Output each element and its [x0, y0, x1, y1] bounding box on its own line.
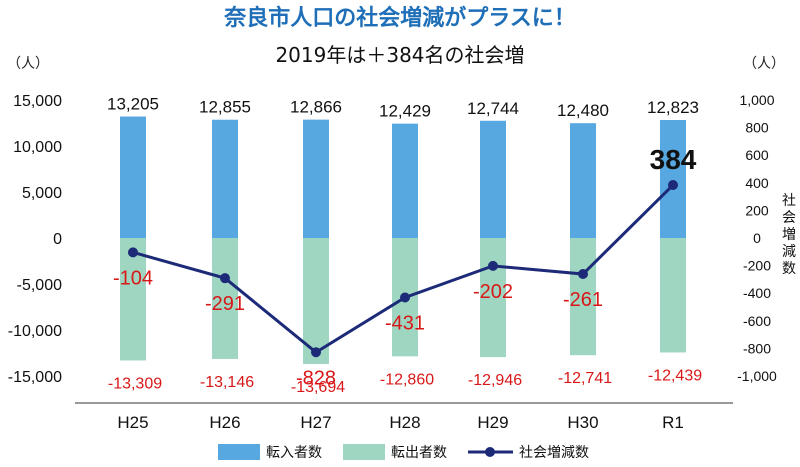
right-tick-label: 200: [745, 202, 769, 218]
category-label: H29: [477, 413, 508, 432]
left-tick-label: -5,000: [17, 277, 62, 294]
right-axis-title-char: 増: [782, 227, 796, 243]
left-tick-label: -15,000: [8, 369, 62, 386]
left-tick-label: 0: [53, 231, 62, 248]
net-change-data-label: -431: [385, 312, 425, 334]
net-change-point: [220, 273, 230, 284]
left-tick-label: 10,000: [13, 139, 62, 156]
left-axis-unit: （人）: [7, 56, 49, 72]
net-change-point: [400, 292, 410, 303]
legend-swatch-outflow: [343, 444, 385, 460]
category-label: H30: [567, 413, 598, 432]
right-axis-title-char: 社: [782, 193, 796, 209]
right-axis-title-char: 会: [782, 210, 796, 226]
inflow-bar: [570, 123, 596, 238]
inflow-data-label: 12,480: [557, 101, 609, 120]
net-change-data-label: -261: [563, 289, 603, 311]
outflow-data-label: -12,860: [380, 371, 434, 388]
category-label: H27: [300, 413, 331, 432]
inflow-bar: [212, 119, 238, 238]
net-change-point: [578, 269, 588, 280]
category-label: H26: [209, 413, 240, 432]
outflow-data-label: -12,946: [468, 372, 522, 389]
right-tick-label: 1,000: [739, 92, 774, 108]
right-axis-title-char: 減: [782, 243, 796, 260]
chart-subtitle: 2019年は＋384名の社会増: [275, 43, 524, 67]
right-tick-label: -600: [743, 313, 771, 329]
inflow-bar: [660, 120, 686, 238]
net-change-data-label: 384: [650, 144, 697, 175]
net-change-point: [488, 260, 498, 271]
right-tick-label: -1,000: [737, 368, 777, 384]
left-tick-label: -10,000: [8, 323, 62, 340]
legend-label-net: 社会増減数: [519, 444, 589, 461]
right-axis-unit: （人）: [743, 56, 785, 72]
outflow-data-label: -13,146: [200, 374, 254, 391]
inflow-bar: [480, 120, 506, 238]
net-change-data-label: -104: [113, 267, 153, 289]
inflow-data-label: 13,205: [107, 95, 159, 114]
net-change-data-label: -828: [296, 367, 336, 389]
outflow-data-label: -13,309: [108, 375, 162, 392]
chart-title: 奈良市人口の社会増減がプラスに！: [223, 5, 576, 31]
net-change-point: [311, 347, 321, 358]
right-tick-label: 400: [745, 175, 769, 191]
right-tick-label: -400: [743, 285, 771, 301]
right-tick-label: -800: [743, 340, 771, 356]
outflow-bar: [660, 238, 686, 353]
inflow-bar: [303, 119, 329, 238]
inflow-bar: [120, 116, 146, 238]
category-label: R1: [662, 413, 684, 432]
inflow-data-label: 12,429: [379, 102, 431, 121]
net-change-point: [668, 180, 678, 191]
left-tick-label: 15,000: [13, 93, 62, 110]
outflow-bar: [570, 238, 596, 356]
inflow-data-label: 12,823: [647, 98, 699, 117]
right-tick-label: 0: [753, 230, 761, 246]
inflow-bar: [392, 123, 418, 238]
legend-swatch-marker: [485, 447, 495, 457]
outflow-bar: [303, 238, 329, 364]
outflow-data-label: -13,694: [291, 379, 345, 396]
inflow-data-label: 12,855: [199, 98, 251, 117]
category-label: H28: [389, 413, 420, 432]
outflow-bar: [212, 238, 238, 359]
right-tick-label: 800: [745, 120, 769, 136]
net-change-data-label: -202: [473, 281, 513, 303]
net-change-point: [128, 247, 138, 258]
inflow-data-label: 12,866: [290, 98, 342, 117]
right-tick-label: 600: [745, 147, 769, 163]
outflow-data-label: -12,439: [648, 367, 702, 384]
legend-swatch-inflow: [218, 444, 260, 460]
net-change-data-label: -291: [205, 293, 245, 315]
legend-label-inflow: 転入者数: [266, 445, 322, 461]
left-tick-label: 5,000: [22, 185, 62, 202]
category-label: H25: [117, 413, 148, 432]
legend-label-outflow: 転出者数: [391, 445, 447, 461]
right-tick-label: -200: [743, 258, 771, 274]
outflow-bar: [480, 238, 506, 358]
inflow-data-label: 12,744: [467, 99, 519, 118]
outflow-data-label: -12,741: [558, 370, 612, 387]
outflow-bar: [120, 238, 146, 361]
right-axis-title-char: 数: [782, 261, 796, 277]
